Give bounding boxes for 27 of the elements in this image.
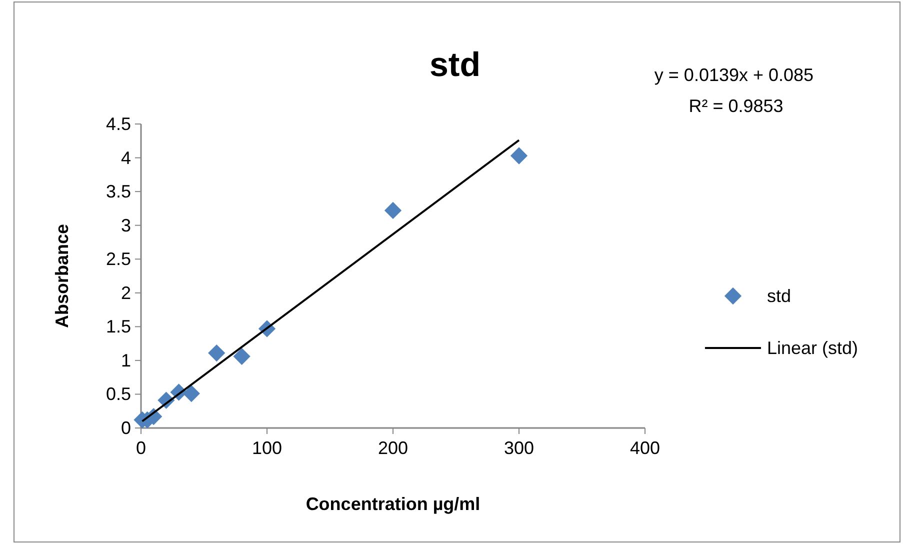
y-tick-label: 2 — [120, 282, 131, 303]
y-tick-label: 3 — [120, 215, 131, 236]
x-tick-label: 100 — [252, 438, 282, 458]
point — [233, 348, 250, 365]
legend-label: Linear (std) — [767, 338, 858, 358]
y-tick-label: 1.5 — [106, 316, 131, 337]
y-tick-label: 3.5 — [106, 182, 131, 202]
y-tick-label: 1 — [120, 350, 131, 370]
point — [510, 147, 528, 164]
x-tick-label: 200 — [378, 438, 408, 458]
x-tick-label: 300 — [504, 438, 534, 458]
text: R² = 0.9853 — [688, 96, 784, 116]
point — [182, 384, 200, 402]
y-tick-label: 0.5 — [106, 384, 131, 404]
point — [384, 202, 402, 220]
y-tick-label: 4.5 — [106, 114, 131, 134]
chart-title: std — [430, 46, 480, 84]
y-tick-label: 2.5 — [106, 249, 131, 270]
text: y = 0.0139x + 0.085 — [654, 65, 814, 85]
y-tick-label: 0 — [120, 418, 131, 438]
x-axis-title: Concentration µg/ml — [306, 494, 480, 514]
legend-label: std — [767, 286, 792, 306]
x-tick-label: 0 — [136, 438, 146, 458]
y-tick-label: 4 — [120, 148, 131, 168]
y-axis-title: Absorbance — [52, 224, 72, 328]
x-tick-label: 400 — [630, 438, 660, 458]
point — [208, 344, 226, 362]
